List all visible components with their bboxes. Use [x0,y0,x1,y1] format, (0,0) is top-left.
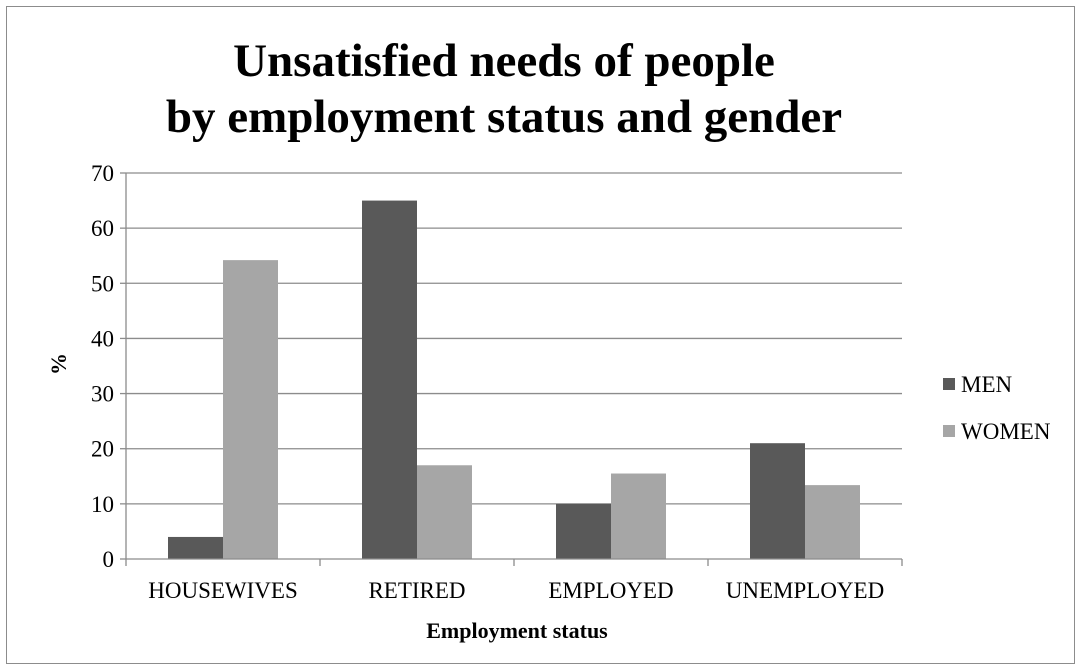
legend-swatch-women [943,425,955,437]
bar-women-unemployed [805,485,860,559]
y-axis-ticks: 0 10 20 30 40 50 60 70 [91,161,127,572]
y-tick-label: 60 [91,216,114,241]
bar-men-unemployed [750,443,805,559]
y-tick-label: 10 [91,492,114,517]
y-tick-label: 70 [91,161,114,186]
chart-title-line-2: by employment status and gender [166,91,842,143]
bar-men-housewives [168,536,223,559]
y-tick-label: 20 [91,437,114,462]
y-tick-label: 0 [103,547,115,572]
x-axis-title: Employment status [426,618,608,643]
x-tick-label: HOUSEWIVES [148,578,298,603]
y-tick-label: 50 [91,271,114,296]
legend-swatch-men [943,378,955,390]
x-tick-label: UNEMPLOYED [726,578,884,603]
bar-women-retired [417,465,472,559]
y-tick-label: 40 [91,326,114,351]
bar-women-housewives [223,260,278,559]
bar-men-employed [556,503,611,559]
x-tick-label: EMPLOYED [548,578,673,603]
legend-label-women: WOMEN [961,419,1051,444]
legend-label-men: MEN [961,372,1013,397]
bars [168,200,860,560]
x-axis: HOUSEWIVES RETIRED EMPLOYED UNEMPLOYED [125,558,903,603]
y-tick-label: 30 [91,382,114,407]
y-axis-title: % [46,353,71,375]
bar-women-employed [611,473,666,559]
x-tick-label: RETIRED [368,578,465,603]
legend: MEN WOMEN [943,372,1051,444]
bar-men-retired [362,200,417,560]
chart-title-line-1: Unsatisfied needs of people [233,35,775,87]
